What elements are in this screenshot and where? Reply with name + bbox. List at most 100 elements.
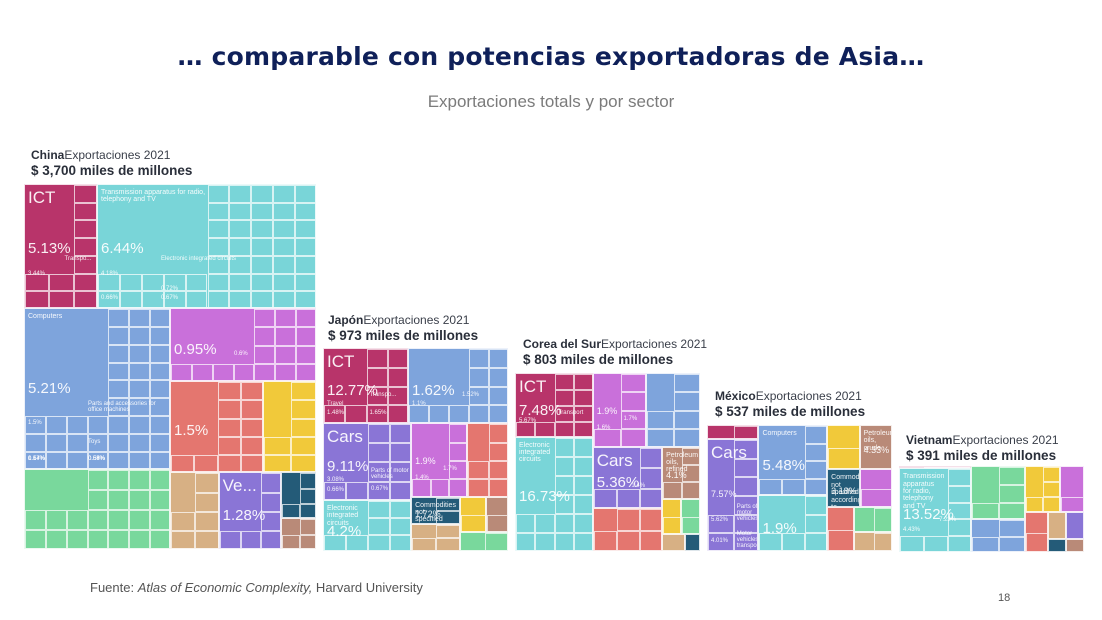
product-tile: [324, 481, 347, 499]
product-tile: [229, 291, 252, 308]
product-tile: [900, 536, 925, 551]
product-tile: [805, 443, 827, 461]
treemap-tile-services: Commodities not specified according to k…: [827, 469, 860, 507]
tile-value-label: Toys: [88, 439, 101, 446]
product-tile: [150, 398, 169, 417]
product-tile: [25, 273, 50, 292]
product-tile: [663, 517, 681, 533]
product-tile: [241, 455, 263, 472]
product-tile: [469, 349, 489, 368]
product-tile: [535, 532, 555, 550]
treemap-tile-minerals: [486, 496, 508, 532]
product-tile: [516, 532, 536, 550]
product-tile: [45, 509, 67, 530]
tile-value-label: 7.48%: [519, 401, 562, 419]
product-tile: [207, 185, 230, 203]
source-prefix: Fuente:: [90, 580, 138, 595]
product-tile: [368, 500, 391, 518]
tile-value-label: 9.11%: [327, 457, 369, 475]
product-tile: [733, 477, 758, 496]
treemap-tile-metals: [827, 506, 855, 551]
tile-value-label: Transpo...: [369, 391, 397, 398]
treemap-tile-agriculture: [263, 381, 316, 473]
treemap-tile-metals: [467, 423, 508, 497]
product-tile: [25, 434, 46, 452]
tile-value-label: 0.72%: [161, 285, 179, 292]
tile-value-label: Electronic integrated circuits: [161, 255, 237, 262]
treemap-tile-chemicals: 1.9% 1.7% 1.4%: [411, 423, 468, 497]
country-label-suffix: Exportaciones 2021: [755, 389, 862, 403]
product-tile: [554, 494, 575, 514]
product-tile: [273, 255, 296, 274]
country-name: Vietnam: [906, 433, 953, 447]
product-tile: [390, 481, 411, 499]
tile-value-label: 1.65%: [369, 409, 387, 416]
product-tile: [620, 392, 646, 411]
tile-value-label: 1.72%: [415, 508, 441, 519]
product-tile: [108, 469, 130, 490]
product-tile: [296, 327, 315, 346]
product-tile: [616, 488, 640, 508]
product-tile: [998, 502, 1024, 519]
country-total: $ 537 miles de millones: [715, 404, 866, 419]
tile-value-label: 1.4%: [631, 482, 646, 489]
product-tile: [554, 513, 575, 533]
product-tile: [682, 482, 699, 498]
product-tile: [368, 462, 391, 482]
tile-value-label: Parts and accessories for office machine…: [88, 400, 156, 413]
tile-label: Cars: [596, 450, 633, 470]
country-label-suffix: Exportaciones 2021: [363, 313, 470, 327]
treemap-tile-textiles: [681, 498, 700, 534]
tile-label: Ve...: [222, 476, 257, 496]
product-tile: [295, 185, 315, 203]
product-tile: [639, 530, 662, 550]
country-label-vietnam: VietnamExportaciones 2021 $ 391 miles de…: [906, 433, 1059, 463]
product-tile: [489, 386, 507, 406]
product-tile: [1043, 497, 1059, 511]
tile-value-label: 0.67%: [161, 295, 179, 302]
product-tile: [805, 533, 827, 550]
country-name: Japón: [328, 313, 364, 327]
product-tile: [25, 291, 50, 308]
treemap-tile-ict: ICT 12.77% Transpo... Travel 1.65% 1.48%: [323, 348, 408, 424]
product-tile: [488, 479, 507, 496]
product-tile: [708, 533, 734, 550]
tile-value-label: 1.9%: [415, 456, 436, 467]
product-tile: [241, 400, 263, 419]
tile-value-label: 3.44%: [28, 270, 46, 277]
product-tile: [647, 429, 675, 446]
slide-subtitle: Exportaciones totals y por sector: [427, 92, 675, 111]
product-tile: [554, 389, 575, 406]
product-tile: [217, 382, 242, 401]
product-tile: [554, 374, 575, 390]
product-tile: [217, 418, 242, 437]
product-tile: [574, 532, 592, 550]
product-tile: [290, 418, 315, 437]
product-tile: [449, 479, 467, 496]
product-tile: [469, 367, 489, 387]
product-tile: [290, 382, 315, 401]
product-tile: [25, 416, 46, 434]
product-tile: [66, 529, 88, 548]
tile-label: Cars: [711, 443, 747, 462]
product-tile: [241, 418, 263, 437]
product-tile: [290, 436, 315, 456]
product-tile: [1060, 497, 1083, 511]
tile-value-label: 1.9%: [596, 406, 618, 417]
product-tile: [554, 475, 575, 495]
product-tile: [129, 509, 151, 530]
tile-value-label: 4.01%: [711, 538, 729, 544]
product-tile: [324, 534, 347, 550]
product-tile: [150, 344, 169, 363]
product-tile: [119, 273, 142, 292]
product-tile: [108, 416, 130, 434]
product-tile: [261, 511, 281, 531]
country-total: $ 391 miles de millones: [906, 448, 1057, 463]
product-tile: [663, 482, 683, 498]
product-tile: [805, 478, 827, 494]
product-tile: [295, 202, 315, 221]
product-tile: [195, 473, 218, 493]
product-tile: [275, 327, 297, 346]
product-tile: [261, 473, 281, 493]
